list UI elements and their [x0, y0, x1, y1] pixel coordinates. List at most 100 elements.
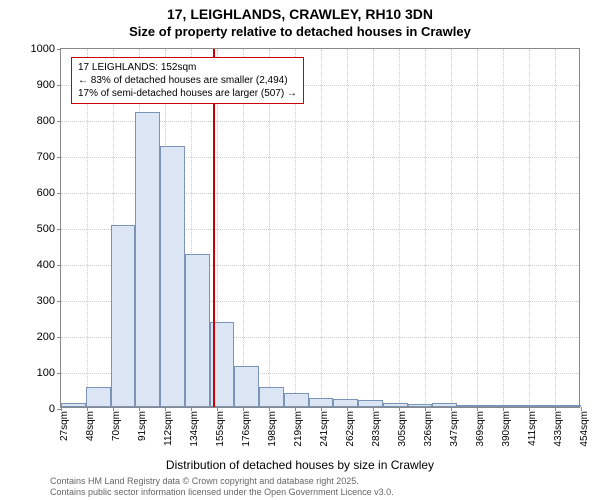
- x-tick-label: 27sqm: [59, 411, 70, 441]
- chart-title-sub: Size of property relative to detached ho…: [0, 24, 600, 39]
- x-tick-mark: [87, 407, 88, 411]
- x-tick-label: 454sqm: [579, 411, 590, 447]
- gridline-v: [399, 49, 400, 407]
- histogram-bar: [432, 403, 457, 407]
- histogram-bar: [284, 393, 309, 407]
- gridline-v: [347, 49, 348, 407]
- x-tick-mark: [581, 407, 582, 411]
- gridline-v: [321, 49, 322, 407]
- y-tick-label: 0: [49, 403, 55, 415]
- histogram-bar: [111, 225, 136, 407]
- histogram-bar: [383, 403, 408, 407]
- y-tick-label: 400: [37, 259, 55, 271]
- x-tick-label: 305sqm: [397, 411, 408, 447]
- y-tick-label: 600: [37, 187, 55, 199]
- x-tick-label: 326sqm: [423, 411, 434, 447]
- x-tick-label: 198sqm: [267, 411, 278, 447]
- x-tick-mark: [113, 407, 114, 411]
- x-tick-label: 155sqm: [215, 411, 226, 447]
- x-tick-mark: [399, 407, 400, 411]
- x-tick-label: 390sqm: [501, 411, 512, 447]
- y-tick-mark: [57, 265, 61, 266]
- plot-area: 0100200300400500600700800900100027sqm48s…: [60, 48, 580, 408]
- x-tick-mark: [477, 407, 478, 411]
- x-tick-mark: [373, 407, 374, 411]
- y-tick-label: 900: [37, 79, 55, 91]
- histogram-bar: [408, 404, 433, 407]
- y-tick-label: 100: [37, 367, 55, 379]
- histogram-bar: [86, 387, 111, 407]
- histogram-bar: [531, 405, 556, 407]
- x-tick-mark: [321, 407, 322, 411]
- x-tick-mark: [451, 407, 452, 411]
- x-tick-mark: [503, 407, 504, 411]
- histogram-bar: [333, 399, 358, 407]
- y-tick-mark: [57, 121, 61, 122]
- x-tick-label: 112sqm: [163, 411, 174, 446]
- footer-line-2: Contains public sector information licen…: [50, 487, 394, 497]
- x-tick-mark: [243, 407, 244, 411]
- x-tick-label: 433sqm: [553, 411, 564, 447]
- x-tick-mark: [165, 407, 166, 411]
- x-tick-mark: [191, 407, 192, 411]
- x-tick-label: 347sqm: [449, 411, 460, 447]
- y-tick-label: 1000: [31, 43, 55, 55]
- x-tick-label: 176sqm: [241, 411, 252, 447]
- x-tick-mark: [529, 407, 530, 411]
- x-tick-mark: [217, 407, 218, 411]
- chart-title-main: 17, LEIGHLANDS, CRAWLEY, RH10 3DN: [0, 6, 600, 22]
- x-tick-label: 262sqm: [345, 411, 356, 447]
- x-tick-label: 70sqm: [111, 411, 122, 441]
- x-tick-label: 241sqm: [319, 411, 330, 447]
- x-tick-label: 283sqm: [371, 411, 382, 447]
- annotation-line-3: 17% of semi-detached houses are larger (…: [78, 87, 297, 100]
- histogram-bar: [457, 405, 482, 407]
- y-tick-mark: [57, 301, 61, 302]
- x-tick-label: 134sqm: [189, 411, 200, 447]
- y-tick-mark: [57, 157, 61, 158]
- y-tick-mark: [57, 193, 61, 194]
- x-tick-mark: [295, 407, 296, 411]
- annotation-line-1: 17 LEIGHLANDS: 152sqm: [78, 61, 297, 74]
- gridline-v: [373, 49, 374, 407]
- x-tick-mark: [61, 407, 62, 411]
- y-tick-mark: [57, 337, 61, 338]
- gridline-v: [503, 49, 504, 407]
- histogram-bar: [358, 400, 383, 407]
- y-tick-mark: [57, 373, 61, 374]
- x-tick-label: 411sqm: [527, 411, 538, 446]
- x-tick-label: 48sqm: [85, 411, 96, 441]
- y-tick-mark: [57, 85, 61, 86]
- y-tick-label: 300: [37, 295, 55, 307]
- histogram-bar: [482, 405, 507, 407]
- x-tick-mark: [347, 407, 348, 411]
- y-tick-mark: [57, 229, 61, 230]
- gridline-v: [529, 49, 530, 407]
- footer-line-1: Contains HM Land Registry data © Crown c…: [50, 476, 359, 486]
- annotation-line-2: ← 83% of detached houses are smaller (2,…: [78, 74, 297, 87]
- x-tick-label: 369sqm: [475, 411, 486, 447]
- annotation-box: 17 LEIGHLANDS: 152sqm ← 83% of detached …: [71, 57, 304, 104]
- x-tick-label: 91sqm: [137, 411, 148, 441]
- histogram-bar: [160, 146, 185, 407]
- gridline-v: [451, 49, 452, 407]
- y-tick-mark: [57, 49, 61, 50]
- histogram-bar: [61, 403, 86, 407]
- y-tick-label: 500: [37, 223, 55, 235]
- gridline-v: [425, 49, 426, 407]
- histogram-chart: 17, LEIGHLANDS, CRAWLEY, RH10 3DN Size o…: [0, 0, 600, 500]
- x-axis-label: Distribution of detached houses by size …: [0, 458, 600, 472]
- x-tick-mark: [555, 407, 556, 411]
- gridline-v: [555, 49, 556, 407]
- histogram-bar: [507, 405, 532, 407]
- x-tick-label: 219sqm: [293, 411, 304, 447]
- histogram-bar: [234, 366, 259, 407]
- histogram-bar: [135, 112, 160, 407]
- histogram-bar: [309, 398, 334, 407]
- y-tick-label: 800: [37, 115, 55, 127]
- x-tick-mark: [139, 407, 140, 411]
- y-tick-label: 700: [37, 151, 55, 163]
- x-tick-mark: [425, 407, 426, 411]
- x-tick-mark: [269, 407, 270, 411]
- y-tick-label: 200: [37, 331, 55, 343]
